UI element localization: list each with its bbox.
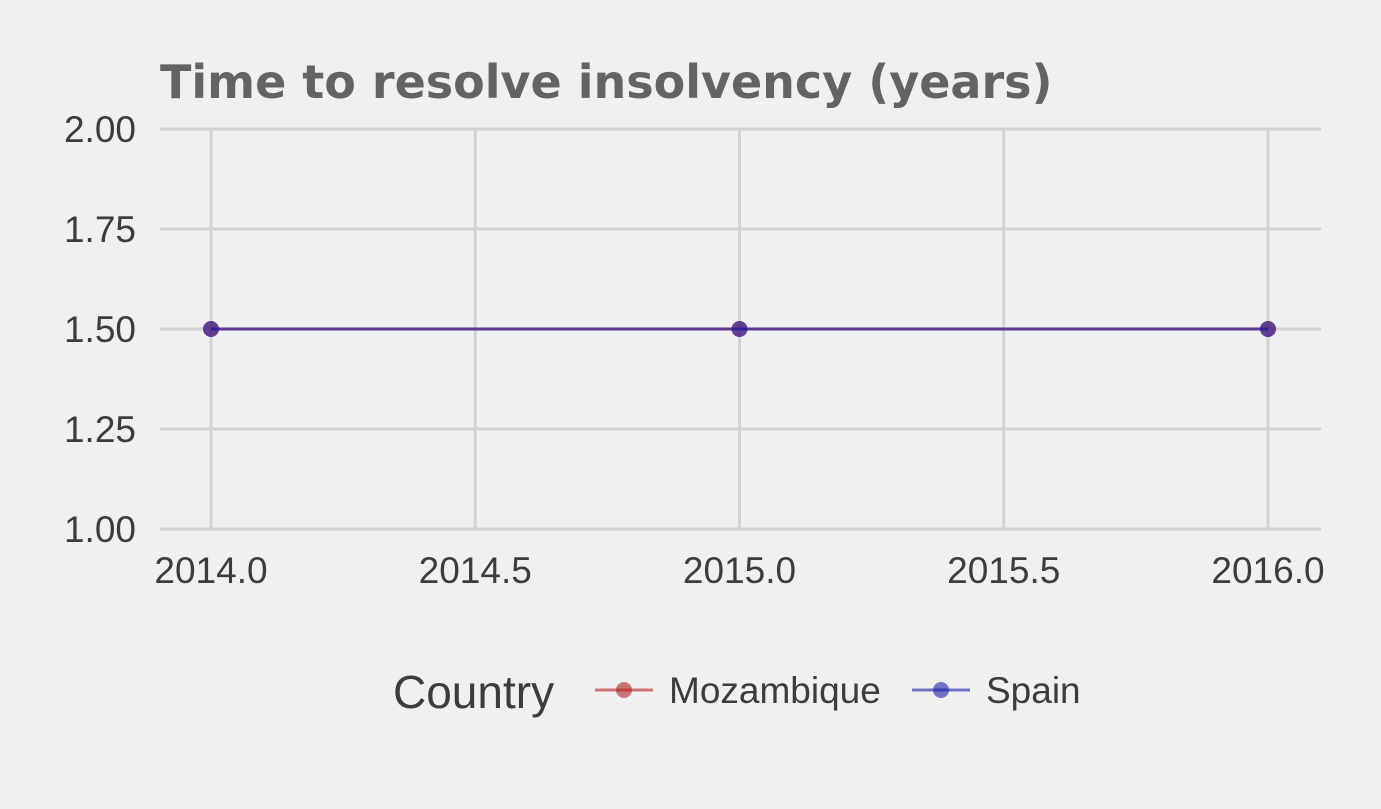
legend-key-point-mozambique	[616, 682, 632, 698]
x-axis: 2014.0 2014.5 2015.0 2015.5 2016.0	[154, 550, 1324, 591]
legend-title: Country	[393, 666, 554, 718]
y-tick-label: 1.25	[64, 409, 136, 450]
data-point-spain	[203, 321, 219, 337]
series-layer	[203, 321, 1276, 337]
x-tick-label: 2015.0	[683, 550, 796, 591]
y-tick-label: 1.75	[64, 209, 136, 250]
x-tick-label: 2014.5	[419, 550, 532, 591]
x-tick-label: 2016.0	[1211, 550, 1324, 591]
legend-key-point-spain	[933, 682, 949, 698]
data-point-spain	[731, 321, 748, 337]
y-tick-label: 1.50	[64, 309, 136, 350]
chart-title: Time to resolve insolvency (years)	[160, 55, 1053, 109]
y-tick-label: 1.00	[64, 509, 136, 550]
legend: Country Mozambique Spain	[393, 666, 1081, 718]
legend-label-mozambique: Mozambique	[669, 670, 881, 711]
data-point-spain	[1260, 321, 1276, 337]
legend-label-spain: Spain	[986, 670, 1081, 711]
y-axis: 1.00 1.25 1.50 1.75 2.00	[64, 109, 136, 550]
x-tick-label: 2014.0	[154, 550, 267, 591]
x-tick-label: 2015.5	[947, 550, 1060, 591]
y-tick-label: 2.00	[64, 109, 136, 150]
